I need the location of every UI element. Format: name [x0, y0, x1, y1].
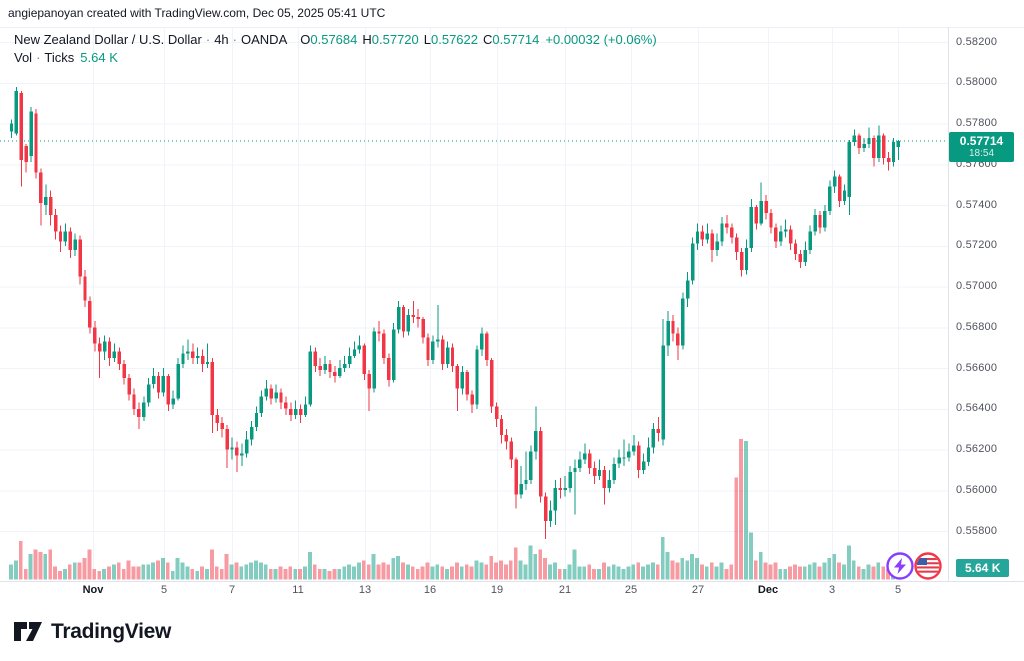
- attribution: angiepanoyan created with TradingView.co…: [8, 6, 386, 20]
- price-axis-label: 0.55800: [956, 524, 998, 537]
- tradingview-logo[interactable]: TradingView: [14, 619, 171, 645]
- open-label: O: [300, 32, 311, 47]
- high-label: H: [362, 32, 372, 47]
- price-axis-label: 0.57800: [956, 117, 998, 129]
- low-value: 0.57622: [431, 32, 478, 47]
- exchange-label: OANDA: [241, 32, 288, 47]
- open-value: 0.57684: [310, 32, 358, 47]
- price-axis-label: 0.56200: [956, 443, 998, 455]
- close-value: 0.57714: [492, 32, 540, 47]
- header-divider: [0, 27, 1024, 28]
- legend-separator: ·: [36, 50, 41, 65]
- time-axis-label: 7: [228, 584, 236, 596]
- time-axis-label: 5: [160, 584, 168, 596]
- close-label: C: [483, 32, 493, 47]
- time-axis-label: 19: [490, 584, 504, 596]
- candle-countdown: 18:54: [968, 148, 995, 160]
- volume-axis-badge: 5.64 K: [956, 559, 1010, 577]
- legend-separator: ·: [205, 32, 211, 47]
- price-axis-label: 0.56800: [956, 320, 998, 333]
- low-label: L: [423, 32, 431, 47]
- volume-label: Vol: [14, 50, 33, 65]
- us-flag-icon[interactable]: [914, 552, 942, 580]
- price-axis-border: [948, 27, 949, 581]
- price-axis-label: 0.57400: [956, 198, 998, 211]
- legend-separator: ·: [232, 32, 238, 47]
- time-axis-border: [0, 581, 1024, 582]
- last-price-value: 0.57714: [959, 134, 1004, 149]
- gridlines: [0, 27, 948, 581]
- change-value: +0.00032 (+0.06%): [545, 32, 657, 47]
- tradingview-logo-text: TradingView: [51, 620, 172, 643]
- tradingview-logo-icon: [14, 622, 42, 641]
- lightning-icon[interactable]: [886, 552, 914, 580]
- price-axis-label: 0.57000: [956, 280, 998, 292]
- high-value: 0.57720: [371, 32, 419, 47]
- candles: [9, 86, 901, 540]
- time-axis-label: 11: [292, 584, 304, 596]
- price-axis-label: 0.58000: [956, 76, 998, 89]
- volume-type: Ticks: [44, 50, 75, 65]
- price-axis-label: 0.56000: [956, 483, 998, 496]
- time-axis-label: Nov: [82, 584, 104, 596]
- symbol-legend[interactable]: New Zealand Dollar / U.S. Dollar · 4h · OAND…: [14, 31, 657, 66]
- symbol-title: New Zealand Dollar / U.S. Dollar: [14, 32, 202, 47]
- time-axis-label: 27: [691, 584, 705, 596]
- price-axis-label: 0.56600: [956, 361, 998, 374]
- time-axis-label: Dec: [757, 584, 779, 596]
- time-axis-label: 16: [423, 584, 437, 596]
- time-axis-label: 21: [558, 584, 572, 596]
- volume-legend-row: Vol · Ticks 5.64 K: [14, 49, 657, 66]
- time-axis-label: 3: [828, 584, 836, 596]
- ohlc-values: O0.57684 H0.57720 L0.57622 C0.57714: [295, 32, 539, 47]
- time-axis-label: 13: [358, 584, 372, 596]
- last-price-badge: 0.57714 18:54: [949, 132, 1014, 163]
- price-axis-label: 0.56400: [956, 402, 998, 415]
- volume-bars: [9, 438, 900, 580]
- time-axis-label: 25: [624, 584, 638, 596]
- volume-value: 5.64 K: [80, 50, 118, 65]
- price-axis-label: 0.57200: [956, 239, 998, 252]
- interval-label: 4h: [214, 32, 229, 47]
- time-axis-label: 5: [894, 584, 902, 596]
- price-axis-label: 0.58200: [956, 35, 998, 48]
- symbol-legend-row: New Zealand Dollar / U.S. Dollar · 4h · OAND…: [14, 31, 657, 48]
